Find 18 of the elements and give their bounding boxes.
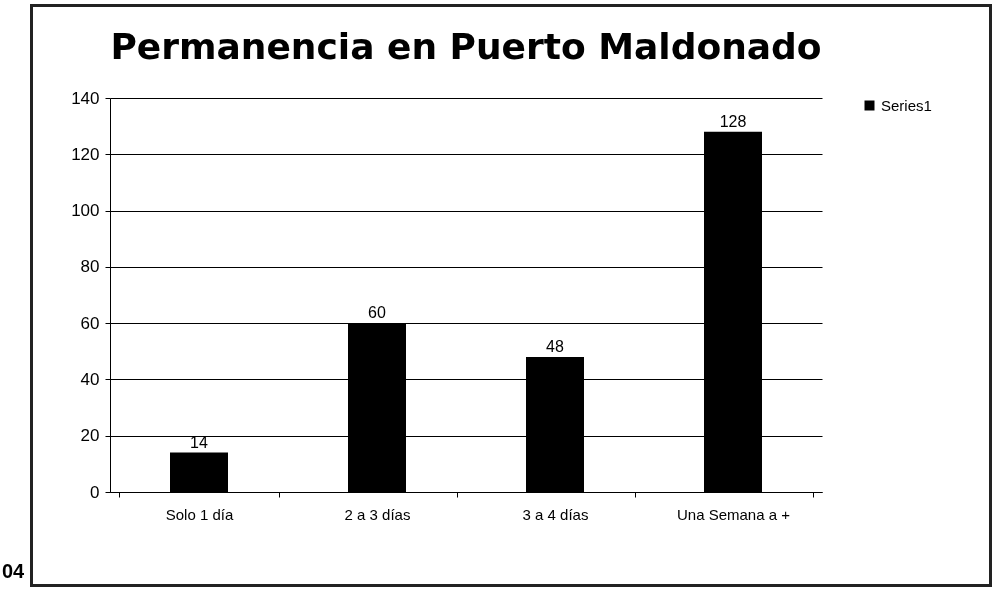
data-label: 48 (546, 337, 564, 355)
y-tick-label: 120 (71, 144, 100, 164)
y-tick-label: 20 (80, 426, 100, 446)
y-tick-label: 100 (71, 201, 100, 221)
y-tick-label: 0 (90, 482, 100, 502)
legend-label: Series1 (881, 96, 932, 114)
text: 04 (2, 560, 25, 582)
data-label: 60 (368, 304, 386, 322)
data-label: 128 (719, 112, 747, 130)
y-tick-label: 140 (71, 88, 100, 108)
y-tick-label: 80 (80, 257, 100, 277)
y-tick-label: 60 (80, 313, 100, 333)
x-tick-label: 3 a 4 días (522, 505, 589, 523)
x-tick-label: Solo 1 día (165, 505, 234, 523)
x-tick-label: 2 a 3 días (344, 505, 411, 523)
chart-title: Permanencia en Puerto Maldonado (110, 26, 822, 67)
y-tick-label: 40 (80, 369, 100, 389)
x-tick-label: Una Semana a + (677, 505, 791, 523)
